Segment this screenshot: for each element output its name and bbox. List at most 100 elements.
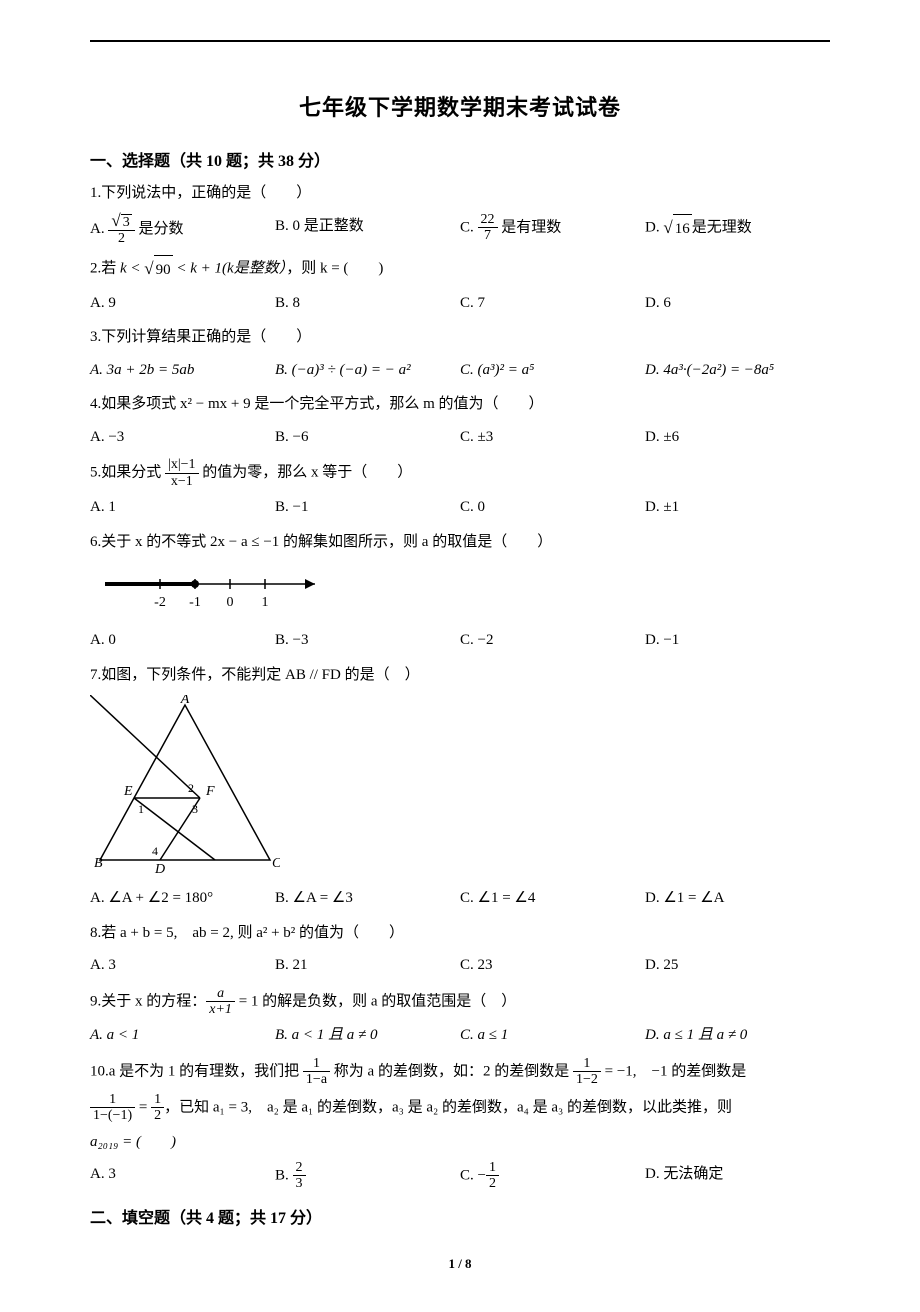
q10-l2-post: ，已知 a₁ = 3, a₂ 是 a₁ 的差倒数，a₃ 是 a₂ 的差倒数，a₄… <box>164 1099 732 1115</box>
section-1-head: 一、选择题（共 10 题；共 38 分） <box>90 147 830 171</box>
q10-f3: 11−(−1) <box>90 1092 135 1124</box>
q2-opt-d: D. 6 <box>645 289 830 318</box>
q5-post: 的值为零，那么 x 等于（ ） <box>199 465 413 481</box>
q1-a-frac: 32 <box>108 212 134 247</box>
top-rule <box>90 40 830 42</box>
svg-text:3: 3 <box>192 802 198 816</box>
q4-stem: 4.如果多项式 x² − mx + 9 是一个完全平方式，那么 m 的值为（ ） <box>90 390 830 419</box>
q2-opt-b: B. 8 <box>275 289 460 318</box>
q9-pre: 9.关于 x 的方程： <box>90 993 206 1009</box>
q3-opt-a: A. 3a + 2b = 5ab <box>90 356 275 385</box>
q8-opt-c: C. 23 <box>460 951 645 980</box>
tick-label: -1 <box>189 595 201 610</box>
q9-options: A. a < 1 B. a < 1 且 a ≠ 0 C. a ≤ 1 D. a … <box>90 1021 830 1050</box>
q2-opt-c: C. 7 <box>460 289 645 318</box>
q3-opt-d: D. 4a³·(−2a²) = −8a⁵ <box>645 356 830 385</box>
q8-opt-a: A. 3 <box>90 951 275 980</box>
q10-f1n: 1 <box>303 1056 330 1072</box>
q10-line3: a₂₀₁₉ = ( ) <box>90 1128 830 1157</box>
q10-l1-pre: 10.a 是不为 1 的有理数，我们把 <box>90 1063 303 1079</box>
q1-d-rad: 16 <box>673 214 692 244</box>
section-2-head: 二、填空题（共 4 题；共 17 分） <box>90 1204 830 1228</box>
q1-c-num: 22 <box>478 212 498 228</box>
q10-f3n: 1 <box>90 1092 135 1108</box>
q10-l1-mid: 称为 a 的差倒数，如：2 的差倒数是 <box>330 1063 573 1079</box>
q10-f4: 12 <box>151 1092 164 1124</box>
q10-opt-a: A. 3 <box>90 1160 275 1192</box>
q4-opt-b: B. −6 <box>275 423 460 452</box>
q10-c-frac: 12 <box>486 1160 499 1192</box>
svg-text:F: F <box>205 784 215 799</box>
q1-d-post: 是无理数 <box>692 219 752 235</box>
q5-frac: |x|−1x−1 <box>165 457 199 489</box>
svg-text:A: A <box>180 695 190 707</box>
page-footer: 1 / 8 <box>90 1256 830 1272</box>
q10-opt-c: C. −12 <box>460 1160 645 1192</box>
tick-label: -2 <box>154 595 166 610</box>
q1-opt-b: B. 0 是正整数 <box>275 212 460 247</box>
svg-text:4: 4 <box>152 844 158 858</box>
q2-pre: 2.若 <box>90 260 120 276</box>
q6-stem: 6.关于 x 的不等式 2x − a ≤ −1 的解集如图所示，则 a 的取值是… <box>90 528 830 557</box>
q5-stem: 5.如果分式 |x|−1x−1 的值为零，那么 x 等于（ ） <box>90 457 830 489</box>
q10-f3d: 1−(−1) <box>90 1108 135 1123</box>
q9-opt-d: D. a ≤ 1 且 a ≠ 0 <box>645 1021 830 1050</box>
q7-options: A. ∠A + ∠2 = 180° B. ∠A = ∠3 C. ∠1 = ∠4 … <box>90 884 830 913</box>
q10-f2n: 1 <box>573 1056 601 1072</box>
q4-opt-a: A. −3 <box>90 423 275 452</box>
q1-a-den: 2 <box>108 231 134 246</box>
q10-eq: = <box>135 1099 151 1115</box>
q8-opt-d: D. 25 <box>645 951 830 980</box>
q10-options: A. 3 B. 23 C. −12 D. 无法确定 <box>90 1160 830 1192</box>
exam-page: 七年级下学期数学期末考试试卷 一、选择题（共 10 题；共 38 分） 1.下列… <box>0 0 920 1312</box>
svg-text:1: 1 <box>138 802 144 816</box>
sqrt-icon: 3 <box>111 212 131 231</box>
q6-opt-d: D. −1 <box>645 626 830 655</box>
q1-d-pre: D. <box>645 219 663 235</box>
q10-f1d: 1−a <box>303 1072 330 1087</box>
q9-opt-c: C. a ≤ 1 <box>460 1021 645 1050</box>
q7-opt-c: C. ∠1 = ∠4 <box>460 884 645 913</box>
q8-opt-b: B. 21 <box>275 951 460 980</box>
q2-post: ，则 k = ( ) <box>286 260 383 276</box>
q1-c-den: 7 <box>478 228 498 243</box>
q5-num: |x|−1 <box>165 457 199 473</box>
q1-a-pre: A. <box>90 220 108 236</box>
q10-bd: 3 <box>293 1176 306 1191</box>
q5-opt-a: A. 1 <box>90 493 275 522</box>
triangle-figure: A B C D E F 1 2 3 4 <box>90 695 280 875</box>
q7-opt-d: D. ∠1 = ∠A <box>645 884 830 913</box>
q4-opt-d: D. ±6 <box>645 423 830 452</box>
q10-line2: 11−(−1) = 12，已知 a₁ = 3, a₂ 是 a₁ 的差倒数，a₃ … <box>90 1092 830 1124</box>
q10-cn: 1 <box>486 1160 499 1176</box>
q1-a-rad: 3 <box>121 214 132 230</box>
q3-stem: 3.下列计算结果正确的是（ ） <box>90 323 830 352</box>
q4-options: A. −3 B. −6 C. ±3 D. ±6 <box>90 423 830 452</box>
q1-c-pre: C. <box>460 219 478 235</box>
q1-opt-d: D. 16是无理数 <box>645 212 830 247</box>
q8-stem: 8.若 a + b = 5, ab = 2, 则 a² + b² 的值为（ ） <box>90 919 830 948</box>
sqrt-icon: 90 <box>144 253 172 285</box>
q1-options: A. 32 是分数 B. 0 是正整数 C. 227 是有理数 D. 16是无理… <box>90 212 830 247</box>
svg-text:2: 2 <box>188 781 194 795</box>
q10-cd: 2 <box>486 1176 499 1191</box>
q3-opt-c: C. (a³)² = a⁵ <box>460 356 645 385</box>
q1-stem: 1.下列说法中，正确的是（ ） <box>90 179 830 208</box>
q5-den: x−1 <box>165 474 199 489</box>
tick-label: 1 <box>262 595 269 610</box>
q2-opt-a: A. 9 <box>90 289 275 318</box>
q10-f2: 11−2 <box>573 1056 601 1088</box>
q6-opt-b: B. −3 <box>275 626 460 655</box>
q5-options: A. 1 B. −1 C. 0 D. ±1 <box>90 493 830 522</box>
svg-text:D: D <box>154 862 165 875</box>
q10-bn: 2 <box>293 1160 306 1176</box>
q3-opt-b: B. (−a)³ ÷ (−a) = − a² <box>275 356 460 385</box>
q9-opt-a: A. a < 1 <box>90 1021 275 1050</box>
q1-opt-a: A. 32 是分数 <box>90 212 275 247</box>
q4-opt-c: C. ±3 <box>460 423 645 452</box>
q10-c-pre: C. − <box>460 1167 486 1183</box>
q6-opt-c: C. −2 <box>460 626 645 655</box>
sqrt-icon: 16 <box>663 212 691 244</box>
q1-c-frac: 227 <box>478 212 498 244</box>
q6-options: A. 0 B. −3 C. −2 D. −1 <box>90 626 830 655</box>
